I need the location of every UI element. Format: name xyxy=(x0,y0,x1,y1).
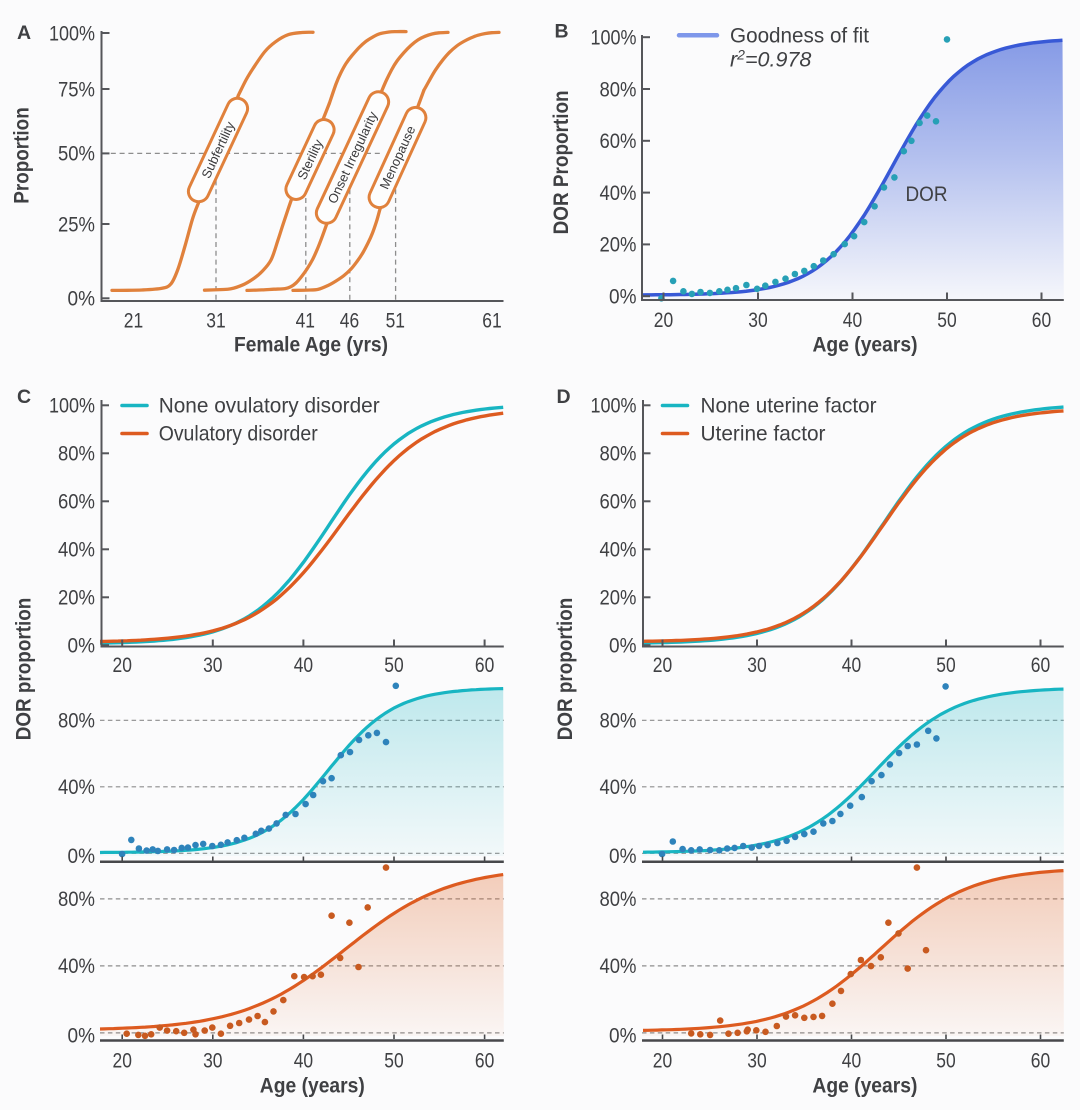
svg-text:D: D xyxy=(557,386,571,408)
svg-text:A: A xyxy=(17,22,31,44)
svg-text:30: 30 xyxy=(748,309,767,332)
svg-text:60: 60 xyxy=(1031,654,1050,677)
svg-text:20: 20 xyxy=(654,309,673,332)
svg-text:100%: 100% xyxy=(49,22,95,45)
svg-text:100%: 100% xyxy=(49,395,95,418)
svg-text:40%: 40% xyxy=(600,539,637,562)
svg-text:40: 40 xyxy=(294,654,313,677)
svg-text:25%: 25% xyxy=(58,213,95,236)
svg-text:40%: 40% xyxy=(600,955,637,978)
svg-text:0%: 0% xyxy=(68,845,96,868)
svg-text:80%: 80% xyxy=(600,710,637,733)
svg-text:40%: 40% xyxy=(600,776,637,799)
svg-text:Age (years): Age (years) xyxy=(813,333,918,357)
svg-text:60%: 60% xyxy=(600,491,637,514)
svg-text:0%: 0% xyxy=(609,286,637,309)
svg-text:20%: 20% xyxy=(58,587,95,610)
svg-text:61: 61 xyxy=(482,309,501,332)
svg-text:None ovulatory disorder: None ovulatory disorder xyxy=(159,395,380,418)
svg-text:80%: 80% xyxy=(58,710,95,733)
svg-text:0%: 0% xyxy=(609,845,637,868)
svg-text:60: 60 xyxy=(475,654,494,677)
svg-text:41: 41 xyxy=(296,309,315,332)
svg-text:DOR Proportion: DOR Proportion xyxy=(549,90,573,234)
svg-text:40: 40 xyxy=(294,1050,313,1073)
svg-text:Ovulatory disorder: Ovulatory disorder xyxy=(159,423,318,446)
svg-text:40%: 40% xyxy=(58,955,95,978)
svg-text:20: 20 xyxy=(653,1050,672,1073)
svg-text:40: 40 xyxy=(842,1050,861,1073)
svg-text:20: 20 xyxy=(113,1050,132,1073)
svg-text:40%: 40% xyxy=(600,182,637,205)
svg-text:40: 40 xyxy=(843,309,862,332)
svg-text:B: B xyxy=(555,21,569,43)
svg-text:80%: 80% xyxy=(600,78,637,101)
svg-text:80%: 80% xyxy=(58,443,95,466)
svg-text:100%: 100% xyxy=(591,395,637,418)
svg-text:Proportion: Proportion xyxy=(10,107,34,204)
svg-text:0%: 0% xyxy=(609,1024,637,1047)
svg-text:0%: 0% xyxy=(68,1024,96,1047)
svg-text:30: 30 xyxy=(203,654,222,677)
svg-text:51: 51 xyxy=(386,309,405,332)
svg-text:75%: 75% xyxy=(58,78,95,101)
svg-text:50: 50 xyxy=(384,1050,403,1073)
svg-text:60: 60 xyxy=(1031,1050,1050,1073)
svg-text:30: 30 xyxy=(203,1050,222,1073)
svg-text:31: 31 xyxy=(206,309,225,332)
svg-text:Female Age (yrs): Female Age (yrs) xyxy=(234,333,388,357)
svg-text:20: 20 xyxy=(113,654,132,677)
svg-text:50: 50 xyxy=(937,309,956,332)
svg-text:100%: 100% xyxy=(591,27,637,50)
svg-text:80%: 80% xyxy=(600,888,637,911)
svg-text:50: 50 xyxy=(936,1050,955,1073)
svg-text:20%: 20% xyxy=(600,234,637,257)
svg-text:50: 50 xyxy=(936,654,955,677)
svg-text:Age (years): Age (years) xyxy=(812,1074,917,1098)
svg-text:60: 60 xyxy=(1032,309,1051,332)
svg-text:0%: 0% xyxy=(68,288,96,311)
svg-text:C: C xyxy=(17,386,31,408)
svg-text:Age (years): Age (years) xyxy=(260,1074,365,1098)
svg-text:40: 40 xyxy=(842,654,861,677)
svg-text:80%: 80% xyxy=(58,888,95,911)
svg-text:20%: 20% xyxy=(600,587,637,610)
svg-text:20: 20 xyxy=(653,654,672,677)
svg-text:DOR: DOR xyxy=(906,182,948,206)
svg-text:0%: 0% xyxy=(609,635,637,658)
svg-text:46: 46 xyxy=(340,309,359,332)
svg-text:Goodness of fit: Goodness of fit xyxy=(730,23,869,47)
svg-text:21: 21 xyxy=(124,309,143,332)
svg-text:Uterine factor: Uterine factor xyxy=(701,423,826,446)
svg-text:50: 50 xyxy=(384,654,403,677)
svg-text:60%: 60% xyxy=(58,491,95,514)
svg-text:60%: 60% xyxy=(600,130,637,153)
svg-text:DOR proportion: DOR proportion xyxy=(12,598,36,741)
svg-text:0%: 0% xyxy=(68,635,96,658)
svg-text:60: 60 xyxy=(475,1050,494,1073)
svg-text:DOR proportion: DOR proportion xyxy=(553,598,577,741)
svg-text:40%: 40% xyxy=(58,776,95,799)
svg-text:40%: 40% xyxy=(58,539,95,562)
svg-text:50%: 50% xyxy=(58,143,95,166)
svg-text:30: 30 xyxy=(747,1050,766,1073)
svg-text:30: 30 xyxy=(747,654,766,677)
svg-text:None uterine factor: None uterine factor xyxy=(701,395,877,418)
svg-text:80%: 80% xyxy=(600,443,637,466)
